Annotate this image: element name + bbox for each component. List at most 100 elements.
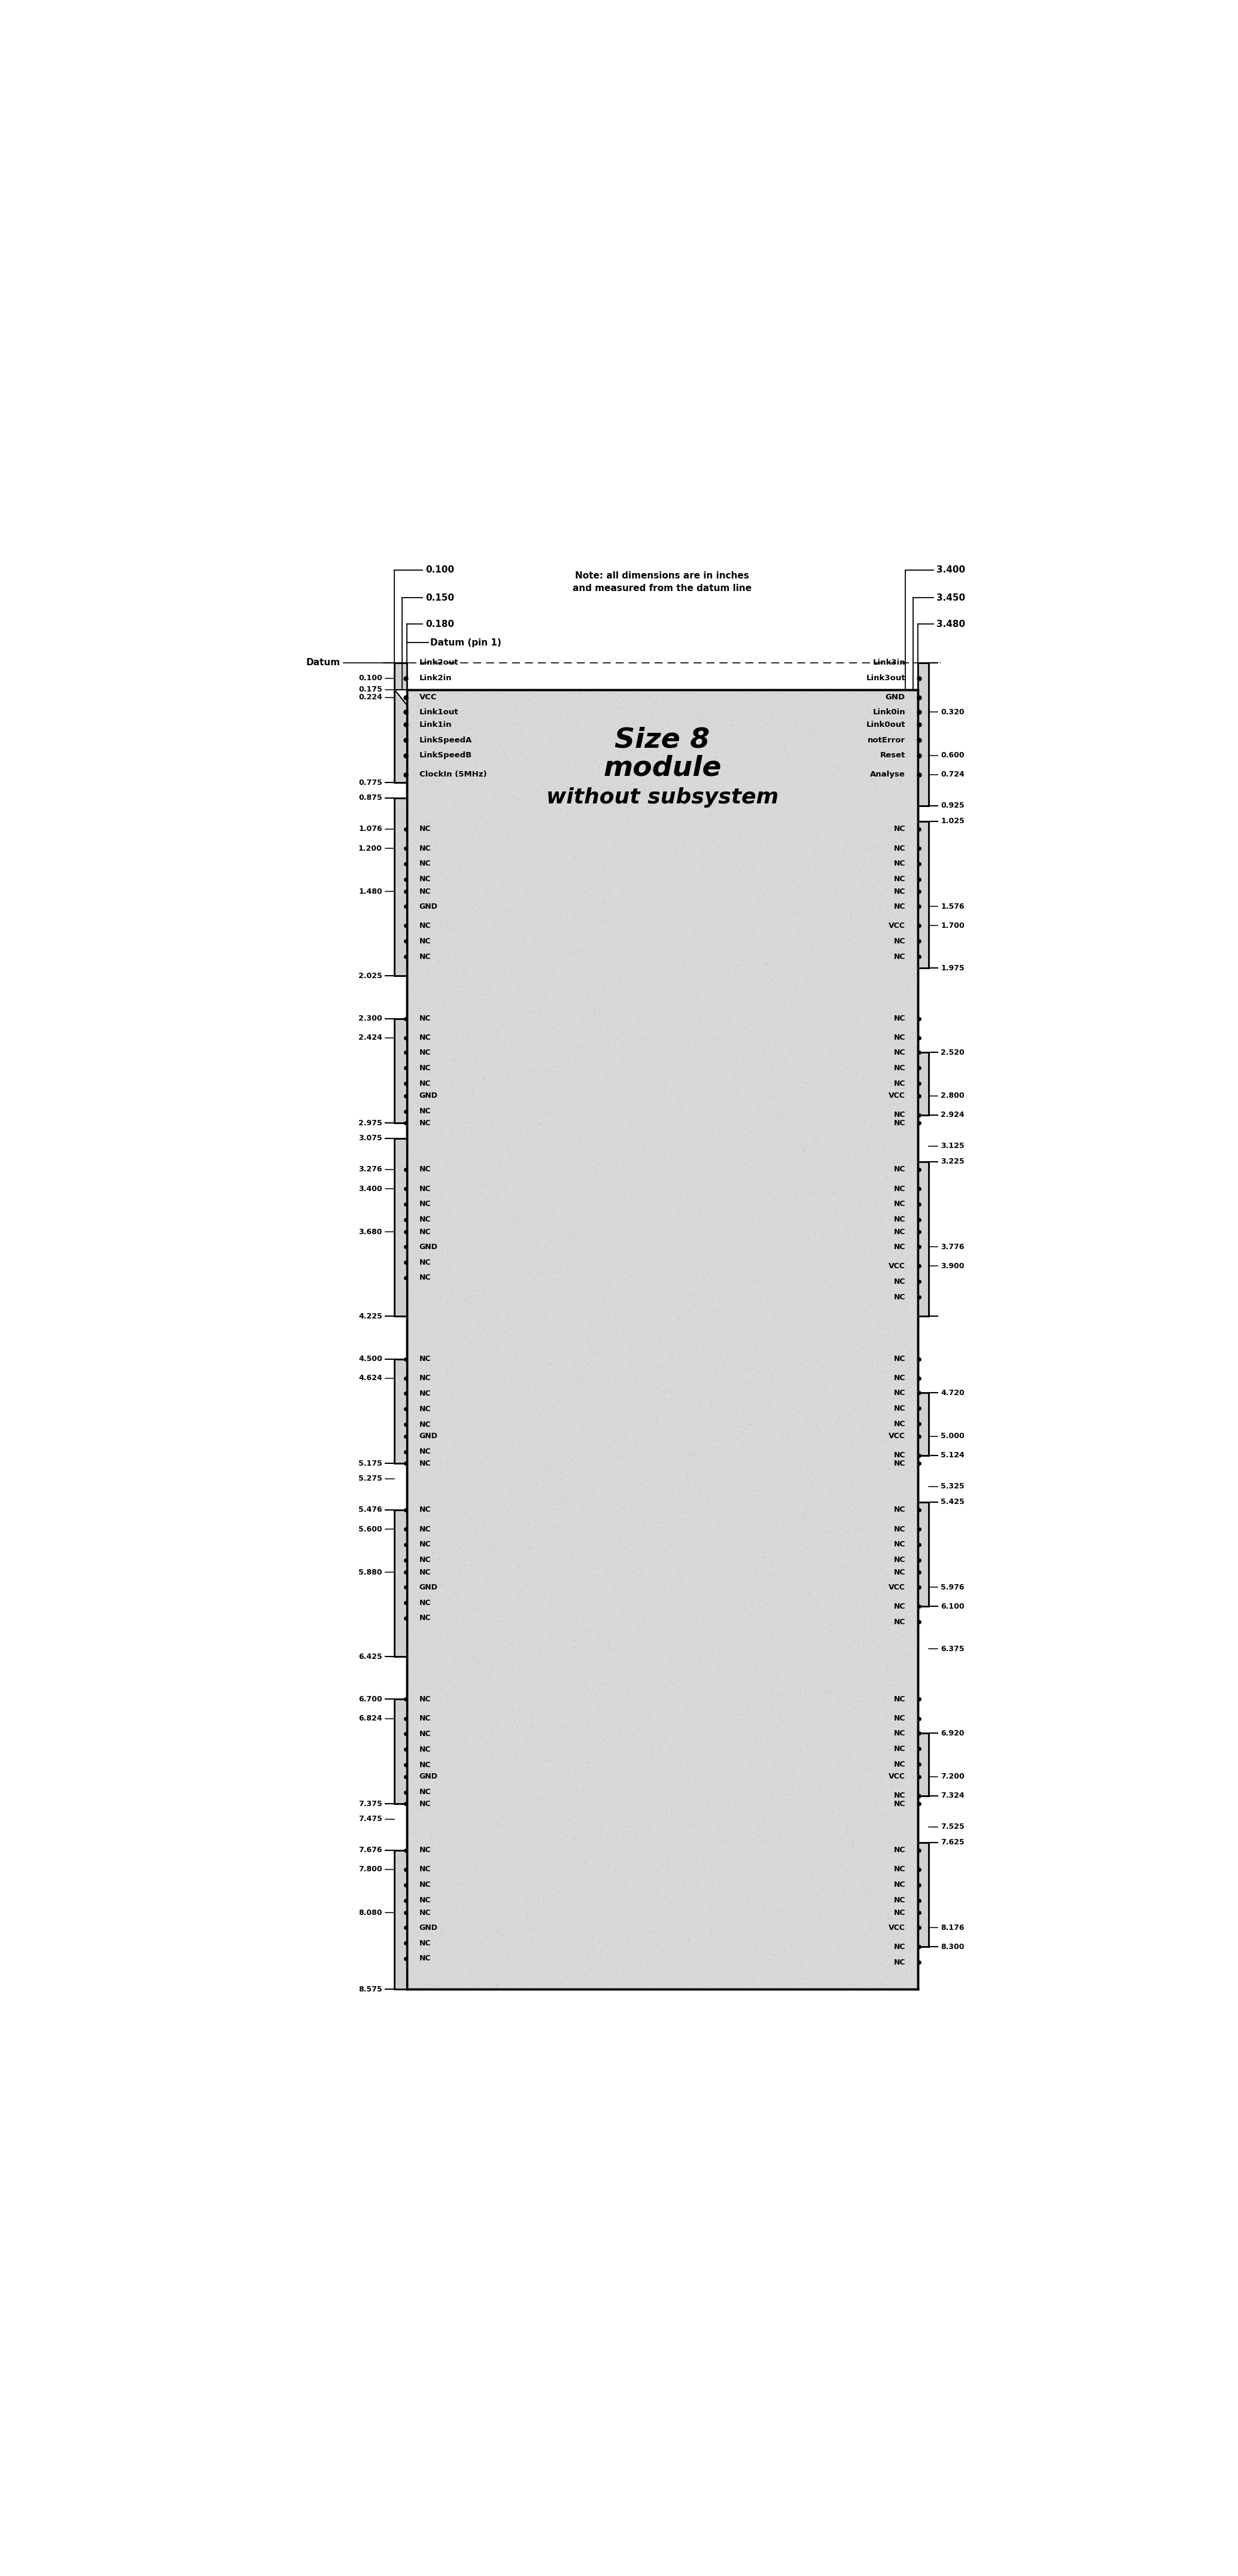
Point [743,1203,763,1244]
Point [879,1945,899,1986]
Point [742,837,761,878]
Point [837,1100,857,1141]
Point [728,1285,748,1327]
Point [409,1136,428,1177]
Point [735,981,755,1023]
Point [431,1028,451,1069]
Point [547,1726,567,1767]
Point [681,1929,701,1971]
Point [399,1844,418,1886]
Point [786,1888,806,1929]
Point [468,1427,488,1468]
Point [432,747,452,788]
Point [513,1790,532,1832]
Point [477,1734,496,1775]
Point [770,1262,790,1303]
Point [795,1703,815,1744]
Point [821,1517,841,1558]
Point [862,1878,881,1919]
Point [489,1692,509,1734]
Point [872,1569,891,1610]
Point [808,1010,828,1051]
Point [733,1522,753,1564]
Point [660,1839,680,1880]
Point [706,1177,725,1218]
Point [676,819,696,860]
Point [411,1455,431,1497]
Point [625,1919,645,1960]
Point [717,845,737,886]
Point [530,762,550,804]
Point [704,1556,724,1597]
Point [641,1458,661,1499]
Point [541,1937,561,1978]
Point [737,858,756,899]
Point [435,1141,454,1182]
Point [618,1131,638,1172]
Point [430,1327,449,1368]
Point [539,721,558,762]
Point [438,729,458,770]
Point [620,1203,640,1244]
Point [737,1631,756,1672]
Point [651,927,671,969]
Point [775,708,795,750]
Point [723,1489,743,1530]
Point [662,971,682,1012]
Point [581,868,600,909]
Point [577,1229,597,1270]
Point [618,1203,638,1244]
Point [574,938,594,979]
Point [548,1128,568,1170]
Point [761,827,781,868]
Point [776,1579,796,1620]
Point [435,1685,454,1726]
Point [448,1752,468,1793]
Point [836,1203,855,1244]
Point [829,1834,849,1875]
Point [647,940,667,981]
Point [464,1896,484,1937]
Point [875,714,895,755]
Point [415,1571,435,1613]
Point [441,1159,461,1200]
Point [707,732,727,773]
Point [490,1296,510,1337]
Point [443,1759,463,1801]
Point [765,848,785,889]
Point [717,1904,737,1945]
Point [436,907,456,948]
Point [872,1422,891,1463]
Point [670,732,690,773]
Point [763,1690,782,1731]
Point [667,1069,687,1110]
Point [619,1850,639,1891]
Point [759,1837,779,1878]
Point [895,1355,915,1396]
Point [667,1587,687,1628]
Point [487,1172,506,1213]
Point [517,979,537,1020]
Point [568,1123,588,1164]
Point [796,961,816,1002]
Point [847,1074,867,1115]
Point [859,1363,879,1404]
Point [567,1728,587,1770]
Point [635,1710,655,1752]
Point [519,1772,539,1814]
Point [470,1172,490,1213]
Point [677,778,697,819]
Point [698,1584,718,1625]
Point [584,1182,604,1224]
Point [581,1677,600,1718]
Point [714,1891,734,1932]
Point [895,940,915,981]
Point [890,858,910,899]
Point [906,1651,926,1692]
Point [612,1638,631,1680]
Point [805,1030,825,1072]
Point [884,1538,904,1579]
Point [667,1144,687,1185]
Point [562,889,582,930]
Point [755,1932,775,1973]
